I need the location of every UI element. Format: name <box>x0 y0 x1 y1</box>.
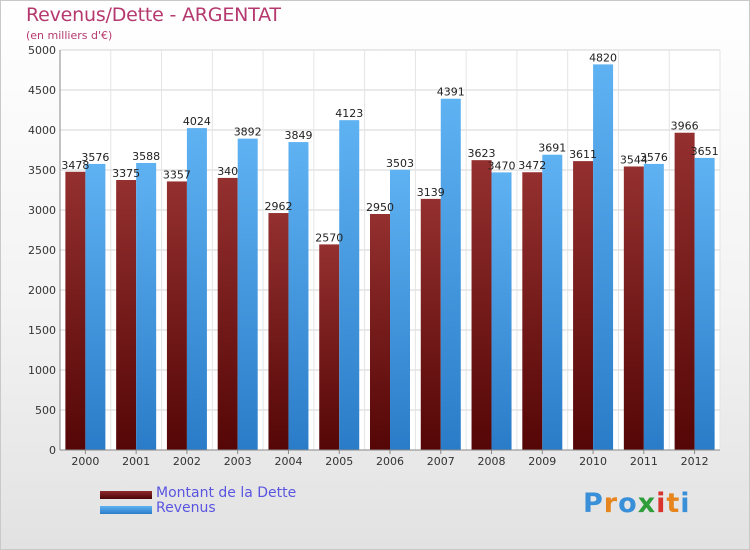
proxiti-logo: Proxiti <box>583 488 691 519</box>
data-label: 3139 <box>417 186 445 199</box>
x-tick-label: 2006 <box>376 455 404 468</box>
legend-label-dette: Montant de la Dette <box>156 485 297 501</box>
bar-dette <box>268 213 289 450</box>
x-tick-label: 2000 <box>71 455 99 468</box>
bar-revenus <box>186 128 207 450</box>
data-label: 3478 <box>61 159 89 172</box>
legend-swatch-dette <box>100 491 152 499</box>
data-label: 4123 <box>335 107 363 120</box>
x-tick-label: 2011 <box>630 455 658 468</box>
bar-dette <box>674 132 695 450</box>
data-label: 3576 <box>81 151 109 164</box>
logo-letter: i <box>656 488 667 519</box>
bar-dette <box>217 177 238 451</box>
bar-revenus <box>390 169 410 450</box>
bar-revenus <box>440 98 461 450</box>
legend-label-revenus: Revenus <box>156 500 216 516</box>
data-label: 340 <box>217 165 238 178</box>
bar-revenus <box>491 172 512 450</box>
bar-dette <box>166 181 187 450</box>
logo-letter: x <box>637 488 657 519</box>
y-tick-label: 2000 <box>28 284 56 297</box>
data-label: 3357 <box>163 168 191 181</box>
data-label: 2950 <box>366 201 394 214</box>
y-tick-label: 3500 <box>28 164 56 177</box>
bar-layer <box>65 64 715 451</box>
y-tick-label: 4000 <box>28 124 56 137</box>
bar-dette <box>573 161 594 450</box>
bar-dette <box>65 171 86 450</box>
axis-layer: 0 500 1000 1500 2000 2500 3000 3500 4000 4500 5000… <box>28 44 720 468</box>
data-label: 2962 <box>264 200 292 213</box>
bar-revenus <box>136 162 157 450</box>
logo-letter: r <box>603 488 619 519</box>
bar-revenus <box>237 138 258 450</box>
data-label: 3576 <box>640 151 668 164</box>
chart-subtitle: (en milliers d'€) <box>26 29 113 42</box>
logo-letter: o <box>618 488 638 519</box>
y-tick-label: 1500 <box>28 324 56 337</box>
logo-letter: t <box>666 488 681 519</box>
x-tick-label: 2003 <box>224 455 252 468</box>
y-tick-label: 0 <box>49 444 56 457</box>
y-tick-label: 2500 <box>28 244 56 257</box>
data-label: 3849 <box>284 129 312 142</box>
bar-revenus <box>288 142 309 450</box>
data-label: 3588 <box>132 150 160 163</box>
data-label: 3472 <box>518 159 546 172</box>
data-label: 3375 <box>112 167 140 180</box>
y-tick-label: 4500 <box>28 84 56 97</box>
x-tick-label: 2010 <box>579 455 607 468</box>
legend-swatch-revenus <box>100 506 152 514</box>
y-tick-label: 1000 <box>28 364 56 377</box>
data-label: 4391 <box>437 86 465 99</box>
y-tick-label: 3000 <box>28 204 56 217</box>
data-label: 3691 <box>538 142 566 155</box>
x-tick-label: 2009 <box>528 455 556 468</box>
bar-dette <box>420 198 441 450</box>
data-label: 3966 <box>671 120 699 133</box>
bar-revenus <box>339 120 360 450</box>
data-label: 3892 <box>234 126 262 139</box>
data-label: 3503 <box>386 157 414 170</box>
x-tick-label: 2007 <box>427 455 455 468</box>
bar-revenus <box>542 154 563 450</box>
data-label: 4820 <box>589 51 617 64</box>
bar-revenus <box>593 64 614 451</box>
x-tick-label: 2008 <box>478 455 506 468</box>
x-tick-label: 2002 <box>173 455 201 468</box>
data-label: 3470 <box>488 159 516 172</box>
x-tick-label: 2001 <box>122 455 150 468</box>
data-label: 3544 <box>620 153 648 166</box>
bar-revenus <box>85 163 106 451</box>
bar-revenus <box>694 157 715 451</box>
bar-dette <box>522 172 543 451</box>
y-tick-label: 500 <box>35 404 56 417</box>
bar-dette <box>471 160 492 450</box>
logo-letter: i <box>680 488 691 519</box>
bar-dette <box>623 166 644 451</box>
y-tick-label: 5000 <box>28 44 56 57</box>
bar-dette <box>319 244 340 450</box>
chart-title: Revenus/Dette - ARGENTAT <box>26 4 281 26</box>
x-tick-label: 2004 <box>274 455 302 468</box>
bar-revenus <box>643 163 664 451</box>
bar-dette <box>116 180 137 450</box>
x-tick-label: 2005 <box>325 455 353 468</box>
x-tick-label: 2012 <box>681 455 709 468</box>
logo-letter: P <box>583 488 604 519</box>
data-label: 3611 <box>569 148 597 161</box>
data-label: 3623 <box>468 147 496 160</box>
bar-dette <box>370 214 390 450</box>
data-label: 4024 <box>183 115 211 128</box>
data-label: 2570 <box>315 231 343 244</box>
data-label: 3651 <box>691 145 719 158</box>
label-layer: 3478357633753588335740243403892296238492… <box>61 51 718 244</box>
